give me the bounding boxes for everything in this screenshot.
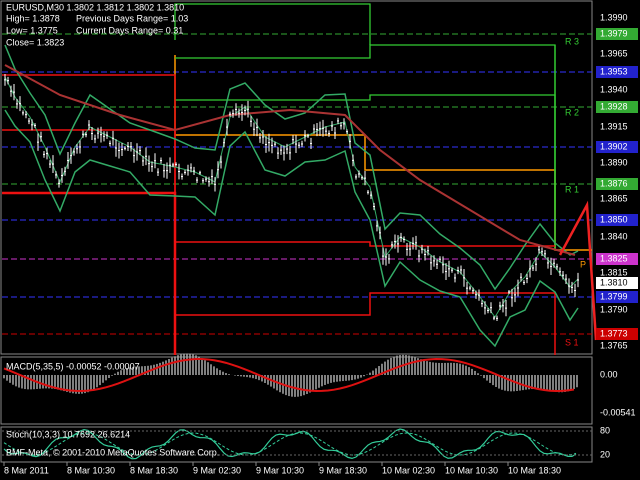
level-label: R 3 <box>565 36 579 46</box>
price-label: 1.3815 <box>600 267 628 277</box>
price-label: 1.3953 <box>600 66 628 76</box>
level-label: S 1 <box>565 337 579 347</box>
price-label: 1.3928 <box>600 101 628 111</box>
r-top <box>174 3 371 45</box>
cur-range: Current Days Range= 0.31 <box>76 25 183 35</box>
stoch-label: Stoch(10,3,3) 10.7692 26.6214 <box>6 429 130 439</box>
macd-axis: -0.00541 <box>600 407 636 417</box>
macd-label: MACD(5,35,5) -0.00052 -0.00007 <box>6 361 140 371</box>
price-label: 1.3940 <box>600 84 628 94</box>
price-label: 1.3902 <box>600 141 628 151</box>
time-label: 8 Mar 10:30 <box>67 465 115 475</box>
main-frame <box>0 0 593 355</box>
moving-average <box>4 64 576 256</box>
price-label: 1.3773 <box>600 328 628 338</box>
time-label: 10 Mar 18:30 <box>508 465 561 475</box>
price-label: 1.3825 <box>600 253 628 263</box>
price-label: 1.3979 <box>600 28 628 38</box>
stoch-frame <box>0 426 593 463</box>
price-label: 1.3990 <box>600 12 628 22</box>
price-box <box>596 277 638 289</box>
time-label: 9 Mar 18:30 <box>319 465 367 475</box>
stoch-signal <box>3 432 577 456</box>
s1-line <box>2 74 555 247</box>
price-label: 1.3915 <box>600 121 628 131</box>
level-label: R 2 <box>565 107 579 117</box>
stoch-axis: 20 <box>600 449 610 459</box>
price-label: 1.3810 <box>600 277 628 287</box>
time-label: 8 Mar 18:30 <box>130 465 178 475</box>
close-label: Close= 1.3823 <box>6 37 64 47</box>
time-label: 10 Mar 02:30 <box>382 465 435 475</box>
bollinger-lower <box>4 109 579 348</box>
time-label: 9 Mar 10:30 <box>256 465 304 475</box>
plot-layer <box>2 3 598 460</box>
price-label: 1.3765 <box>600 340 628 350</box>
price-box <box>596 178 638 190</box>
price-label: 1.3876 <box>600 178 628 188</box>
price-box <box>596 291 638 303</box>
s3-line <box>2 191 177 355</box>
price-label: 1.3850 <box>600 214 628 224</box>
time-label: 8 Mar 2011 <box>4 465 49 475</box>
macd-signal <box>3 358 575 392</box>
stoch-main <box>3 428 577 460</box>
low-label: Low= 1.3775 <box>6 25 58 35</box>
macd-axis: 0.00 <box>600 369 618 379</box>
time-label: 9 Mar 02:30 <box>193 465 241 475</box>
price-label: 1.3799 <box>600 291 628 301</box>
price-label: 1.3840 <box>600 231 628 241</box>
high-label: High= 1.3878 <box>6 13 60 23</box>
time-label: 10 Mar 10:30 <box>445 465 498 475</box>
price-label: 1.3790 <box>600 304 628 314</box>
price-box <box>596 214 638 226</box>
stoch-axis: 80 <box>600 425 610 435</box>
prev-range: Previous Days Range= 1.03 <box>76 13 188 23</box>
price-label: 1.3865 <box>600 193 628 203</box>
zigzag <box>558 200 598 341</box>
price-box <box>596 66 638 78</box>
macd-frame <box>0 356 593 425</box>
price-label: 1.3890 <box>600 157 628 167</box>
price-box <box>596 141 638 153</box>
price-box <box>596 253 638 265</box>
copyright: BMF-Meta, © 2001-2010 MetaQuotes Softwar… <box>6 447 219 457</box>
price-box <box>596 28 638 40</box>
price-label: 1.3965 <box>600 48 628 58</box>
symbol-line: EURUSD,M30 1.3802 1.3812 1.3802 1.3810 <box>6 2 184 12</box>
level-label: P <box>580 259 586 269</box>
price-box <box>596 328 638 340</box>
price-box <box>596 101 638 113</box>
level-label: R 1 <box>565 184 579 194</box>
